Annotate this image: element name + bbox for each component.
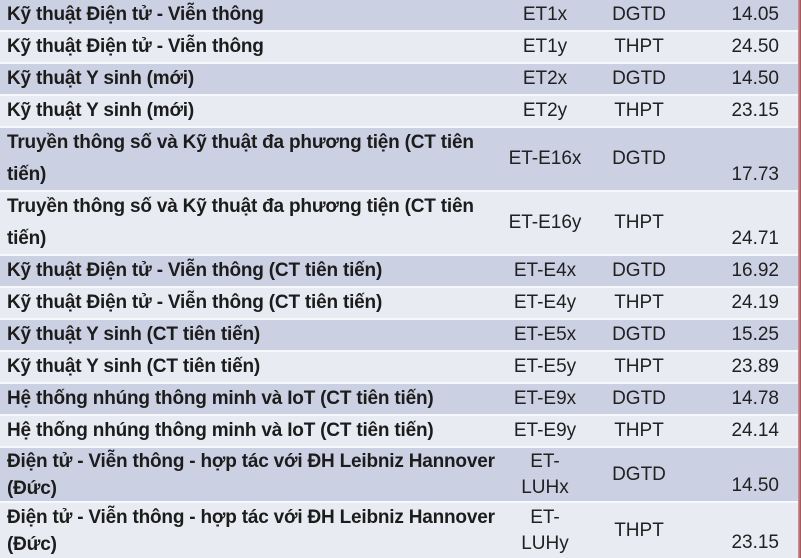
program-name-cell: Kỹ thuật Y sinh (mới)	[7, 68, 195, 89]
program-name-cell: Kỹ thuật Điện tử - Viễn thông (CT tiên t…	[7, 292, 383, 313]
score-cell: 16.92	[731, 260, 779, 281]
program-name-cell: Kỹ thuật Điện tử - Viễn thông	[7, 36, 264, 57]
table-row: Điện tử - Viễn thông - hợp tác với ĐH Le…	[0, 503, 801, 558]
table-row: Kỹ thuật Y sinh (CT tiên tiến) ET-E5y TH…	[0, 352, 801, 384]
exam-type-cell: THPT	[614, 292, 664, 313]
table-row: Kỹ thuật Điện tử - Viễn thông ET1y THPT …	[0, 32, 801, 64]
program-code-cell: ET1y	[522, 36, 568, 57]
program-code-cell: ET1x	[522, 4, 568, 25]
exam-type-cell: THPT	[614, 212, 664, 233]
score-cell: 24.19	[731, 292, 779, 313]
table-row: Truyền thông số và Kỹ thuật đa phương ti…	[0, 128, 801, 192]
program-code-cell: ET2x	[522, 68, 568, 89]
score-cell: 14.50	[731, 475, 779, 496]
program-name-cell: Truyền thông số và Kỹ thuật đa phương ti…	[7, 196, 474, 249]
table-row: Hệ thống nhúng thông minh và IoT (CT tiê…	[0, 416, 801, 448]
program-name-cell: Kỹ thuật Y sinh (mới)	[7, 100, 195, 121]
table-row: Kỹ thuật Điện tử - Viễn thông (CT tiên t…	[0, 256, 801, 288]
exam-type-cell: DGTD	[612, 68, 666, 89]
score-cell: 15.25	[731, 324, 779, 345]
exam-type-cell: DGTD	[612, 463, 666, 485]
score-cell: 14.05	[731, 4, 779, 25]
program-code-cell: ET-E4y	[513, 292, 577, 313]
score-cell: 23.15	[731, 532, 779, 553]
program-name-cell: Hệ thống nhúng thông minh và IoT (CT tiê…	[7, 388, 434, 409]
exam-type-cell: THPT	[614, 356, 664, 377]
program-code-cell: ET-E16x	[508, 148, 582, 169]
score-cell: 14.50	[731, 68, 779, 89]
program-name-cell: Kỹ thuật Y sinh (CT tiên tiến)	[7, 356, 260, 377]
table-row: Kỹ thuật Điện tử - Viễn thông ET1x DGTD …	[0, 0, 801, 32]
exam-type-cell: DGTD	[612, 148, 666, 169]
exam-type-cell: DGTD	[612, 324, 666, 345]
score-cell: 24.71	[731, 228, 779, 249]
right-edge-accent-line	[798, 0, 801, 558]
table-row: Điện tử - Viễn thông - hợp tác với ĐH Le…	[0, 448, 801, 503]
program-code-cell: ET-E5y	[513, 356, 577, 377]
score-cell: 17.73	[731, 164, 779, 185]
table-row: Kỹ thuật Y sinh (mới) ET2y THPT 23.15	[0, 96, 801, 128]
exam-type-cell: THPT	[614, 519, 664, 541]
program-name-cell: Hệ thống nhúng thông minh và IoT (CT tiê…	[7, 420, 434, 441]
program-code-cell: ET- LUHy	[521, 506, 569, 554]
exam-type-cell: THPT	[614, 420, 664, 441]
program-name-cell: Kỹ thuật Điện tử - Viễn thông (CT tiên t…	[7, 260, 383, 281]
program-name-cell: Truyền thông số và Kỹ thuật đa phương ti…	[7, 132, 474, 185]
exam-type-cell: THPT	[614, 36, 664, 57]
program-code-cell: ET-E16y	[508, 212, 582, 233]
exam-type-cell: DGTD	[612, 388, 666, 409]
program-code-cell: ET-E9x	[513, 388, 577, 409]
program-name-cell: Điện tử - Viễn thông - hợp tác với ĐH Le…	[7, 506, 495, 555]
table-row: Hệ thống nhúng thông minh và IoT (CT tiê…	[0, 384, 801, 416]
exam-type-cell: THPT	[614, 100, 664, 121]
exam-type-cell: DGTD	[612, 260, 666, 281]
table-row: Kỹ thuật Điện tử - Viễn thông (CT tiên t…	[0, 288, 801, 320]
table-row: Kỹ thuật Y sinh (mới) ET2x DGTD 14.50	[0, 64, 801, 96]
program-code-cell: ET-E5x	[513, 324, 577, 345]
score-cell: 24.50	[731, 36, 779, 57]
score-cell: 23.15	[731, 100, 779, 121]
score-cell: 14.78	[731, 388, 779, 409]
program-code-cell: ET2y	[522, 100, 568, 121]
exam-type-cell: DGTD	[612, 4, 666, 25]
score-cell: 24.14	[731, 420, 779, 441]
program-code-cell: ET-E9y	[513, 420, 577, 441]
program-name-cell: Kỹ thuật Y sinh (CT tiên tiến)	[7, 324, 260, 345]
program-name-cell: Điện tử - Viễn thông - hợp tác với ĐH Le…	[7, 450, 495, 499]
program-code-cell: ET- LUHx	[521, 450, 569, 498]
program-code-cell: ET-E4x	[513, 260, 577, 281]
score-cell: 23.89	[731, 356, 779, 377]
program-name-cell: Kỹ thuật Điện tử - Viễn thông	[7, 4, 264, 25]
table-row: Kỹ thuật Y sinh (CT tiên tiến) ET-E5x DG…	[0, 320, 801, 352]
table-row: Truyền thông số và Kỹ thuật đa phương ti…	[0, 192, 801, 256]
